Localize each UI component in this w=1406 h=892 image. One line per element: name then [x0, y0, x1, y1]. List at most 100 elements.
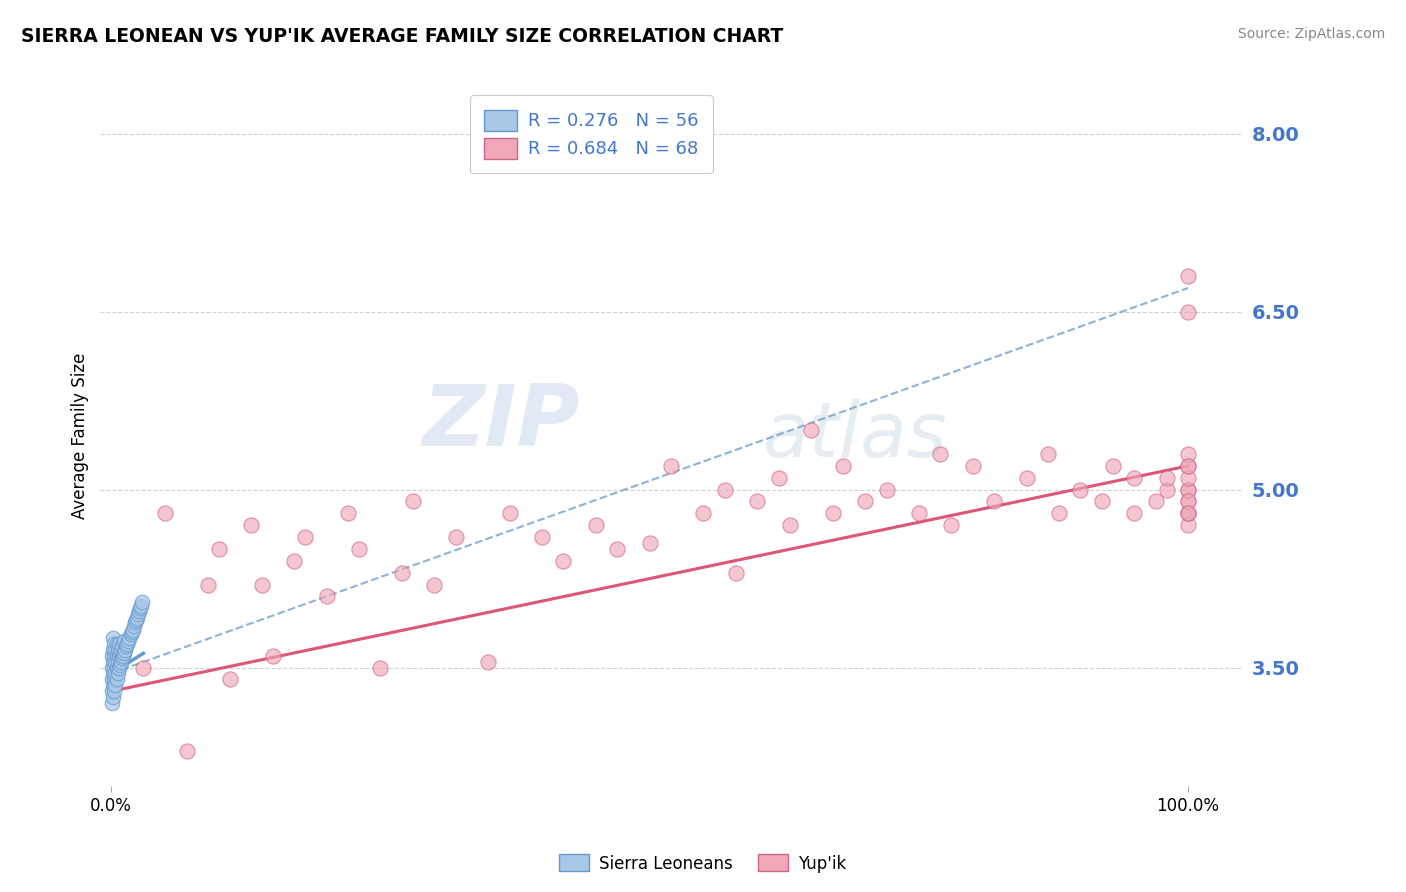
Point	[176, 743, 198, 757]
Point	[101, 673, 124, 687]
Point	[103, 642, 125, 657]
Point	[103, 666, 125, 681]
Point	[112, 646, 135, 660]
Point	[1177, 494, 1199, 508]
Point	[724, 566, 747, 580]
Point	[1177, 507, 1199, 521]
Point	[103, 631, 125, 645]
Point	[337, 507, 360, 521]
Point	[1156, 483, 1178, 497]
Point	[103, 673, 125, 687]
Point	[250, 577, 273, 591]
Point	[132, 660, 155, 674]
Point	[939, 518, 962, 533]
Point	[114, 642, 136, 657]
Point	[1177, 269, 1199, 284]
Point	[111, 651, 134, 665]
Point	[606, 541, 628, 556]
Point	[129, 601, 152, 615]
Point	[477, 655, 499, 669]
Point	[111, 648, 134, 663]
Point	[692, 507, 714, 521]
Point	[103, 648, 125, 663]
Point	[107, 648, 129, 663]
Point	[153, 507, 176, 521]
Point	[107, 655, 129, 669]
Point	[714, 483, 737, 497]
Point	[115, 639, 138, 653]
Point	[262, 648, 284, 663]
Point	[105, 673, 128, 687]
Point	[104, 666, 127, 681]
Point	[1015, 471, 1038, 485]
Point	[1177, 471, 1199, 485]
Point	[101, 660, 124, 674]
Point	[1123, 471, 1146, 485]
Point	[1101, 458, 1123, 473]
Point	[1177, 304, 1199, 318]
Point	[370, 660, 392, 674]
Point	[530, 530, 553, 544]
Point	[779, 518, 801, 533]
Point	[104, 655, 127, 669]
Point	[1177, 458, 1199, 473]
Point	[1177, 507, 1199, 521]
Point	[128, 604, 150, 618]
Text: atlas: atlas	[762, 400, 948, 474]
Point	[107, 660, 129, 674]
Point	[585, 518, 607, 533]
Point	[218, 673, 240, 687]
Point	[125, 613, 148, 627]
Point	[1144, 494, 1167, 508]
Point	[1177, 483, 1199, 497]
Point	[107, 642, 129, 657]
Point	[108, 646, 131, 660]
Point	[118, 631, 141, 645]
Y-axis label: Average Family Size: Average Family Size	[72, 353, 89, 519]
Point	[127, 607, 149, 622]
Point	[103, 684, 125, 698]
Point	[103, 637, 125, 651]
Point	[110, 655, 132, 669]
Point	[101, 648, 124, 663]
Point	[103, 690, 125, 705]
Point	[1123, 507, 1146, 521]
Point	[124, 615, 146, 630]
Point	[444, 530, 467, 544]
Point	[120, 627, 142, 641]
Point	[1069, 483, 1091, 497]
Point	[104, 642, 127, 657]
Point	[129, 599, 152, 613]
Point	[107, 637, 129, 651]
Legend: R = 0.276   N = 56, R = 0.684   N = 68: R = 0.276 N = 56, R = 0.684 N = 68	[470, 95, 713, 173]
Point	[1177, 494, 1199, 508]
Point	[1177, 458, 1199, 473]
Point	[1177, 507, 1199, 521]
Point	[1177, 518, 1199, 533]
Point	[283, 554, 305, 568]
Point	[107, 666, 129, 681]
Point	[112, 634, 135, 648]
Point	[929, 447, 952, 461]
Point	[347, 541, 370, 556]
Point	[105, 637, 128, 651]
Point	[401, 494, 423, 508]
Point	[498, 507, 520, 521]
Point	[1047, 507, 1070, 521]
Legend: Sierra Leoneans, Yup'ik: Sierra Leoneans, Yup'ik	[553, 847, 853, 880]
Point	[1091, 494, 1114, 508]
Point	[110, 642, 132, 657]
Text: Source: ZipAtlas.com: Source: ZipAtlas.com	[1237, 27, 1385, 41]
Point	[821, 507, 844, 521]
Point	[121, 623, 143, 637]
Point	[638, 536, 661, 550]
Point	[103, 660, 125, 674]
Point	[105, 660, 128, 674]
Point	[111, 639, 134, 653]
Point	[876, 483, 898, 497]
Point	[131, 595, 153, 609]
Point	[117, 637, 139, 651]
Point	[1156, 471, 1178, 485]
Point	[659, 458, 682, 473]
Point	[907, 507, 929, 521]
